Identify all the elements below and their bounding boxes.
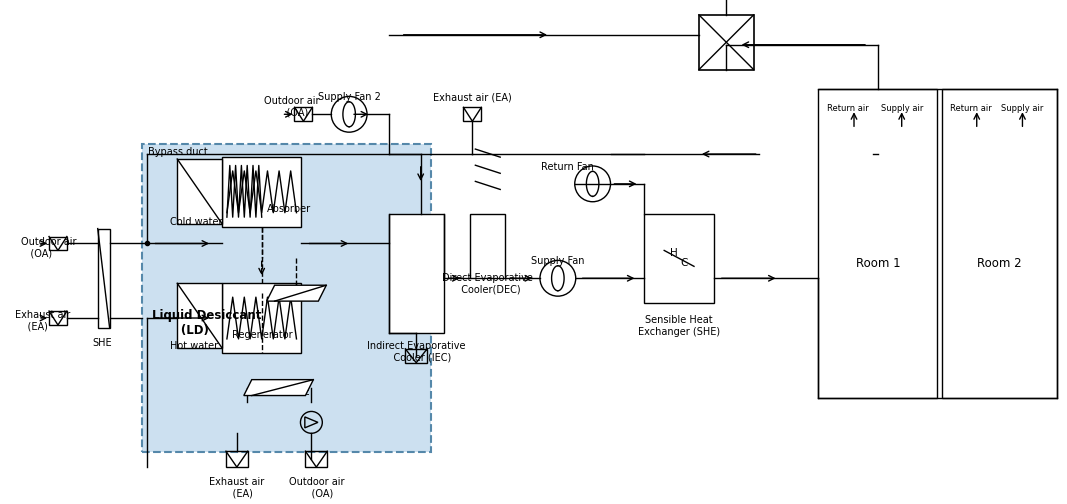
Bar: [463, 107, 481, 121]
Text: H: H: [670, 248, 678, 259]
FancyBboxPatch shape: [222, 157, 302, 227]
Text: Room 1: Room 1: [856, 257, 901, 270]
Text: Exhaust air (EA): Exhaust air (EA): [433, 92, 512, 102]
Bar: [226, 451, 248, 467]
Bar: [305, 451, 328, 467]
FancyBboxPatch shape: [818, 89, 938, 398]
Text: Bypass duct: Bypass duct: [148, 147, 208, 157]
FancyBboxPatch shape: [388, 214, 444, 333]
Text: Supply air: Supply air: [1001, 104, 1044, 113]
Text: Regenerator: Regenerator: [232, 330, 292, 340]
Text: Hot water: Hot water: [171, 341, 219, 351]
Bar: [294, 107, 313, 121]
Text: Supply Fan 2: Supply Fan 2: [318, 92, 381, 102]
Text: Return Fan: Return Fan: [541, 162, 594, 172]
Text: Indirect Evaporative
    Cooler (IEC): Indirect Evaporative Cooler (IEC): [367, 341, 465, 362]
Text: Absorber: Absorber: [267, 204, 310, 214]
FancyBboxPatch shape: [142, 144, 431, 452]
FancyBboxPatch shape: [699, 15, 753, 70]
FancyBboxPatch shape: [471, 214, 505, 278]
Text: Return air: Return air: [827, 104, 869, 113]
Text: Supply Fan: Supply Fan: [531, 257, 585, 267]
Text: Outdoor air
    (OA): Outdoor air (OA): [264, 96, 319, 118]
Text: Outdoor air
    (OA): Outdoor air (OA): [288, 477, 344, 498]
FancyBboxPatch shape: [98, 229, 110, 328]
Bar: [49, 311, 67, 325]
Text: Cold water: Cold water: [171, 217, 223, 227]
Polygon shape: [267, 285, 327, 301]
Bar: [405, 349, 427, 363]
Text: SHE: SHE: [92, 338, 112, 348]
Text: Exhaust air
    (EA): Exhaust air (EA): [209, 477, 265, 498]
Text: Sensible Heat
Exchanger (SHE): Sensible Heat Exchanger (SHE): [638, 315, 720, 337]
Text: Liquid Desiccant
       (LD): Liquid Desiccant (LD): [153, 309, 261, 337]
Text: Return air: Return air: [950, 104, 992, 113]
Polygon shape: [243, 380, 314, 396]
FancyBboxPatch shape: [222, 283, 302, 353]
Text: Supply air: Supply air: [880, 104, 923, 113]
Text: Room 2: Room 2: [977, 257, 1022, 270]
Text: Direct Evaporative
  Cooler(DEC): Direct Evaporative Cooler(DEC): [443, 273, 534, 295]
Text: SHE: SHE: [290, 387, 310, 397]
FancyBboxPatch shape: [644, 214, 714, 303]
Bar: [49, 236, 67, 250]
Bar: [177, 159, 222, 224]
Text: Outdoor air
   (OA): Outdoor air (OA): [21, 236, 77, 258]
FancyBboxPatch shape: [942, 89, 1056, 398]
Text: C: C: [681, 259, 688, 268]
Bar: [177, 283, 222, 348]
Text: Exhaust air
    (EA): Exhaust air (EA): [15, 310, 70, 332]
